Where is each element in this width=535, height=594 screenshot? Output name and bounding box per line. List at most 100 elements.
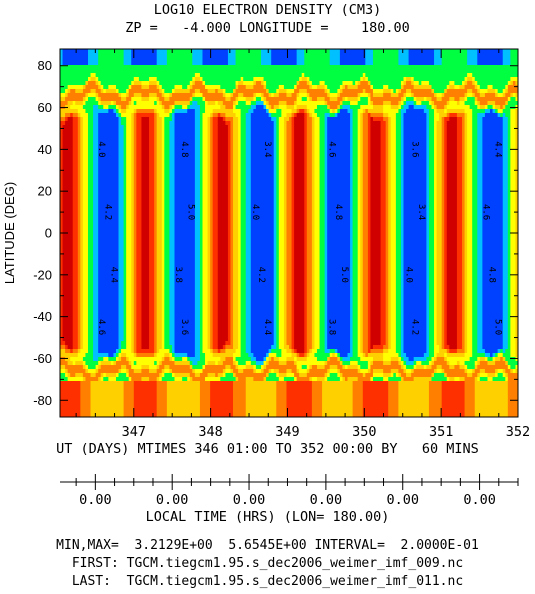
heatmap-cell xyxy=(202,241,209,246)
heatmap-cell xyxy=(416,101,422,106)
heatmap-cell xyxy=(309,113,313,118)
heatmap-cell xyxy=(352,253,359,258)
heatmap-cell xyxy=(456,101,461,106)
heatmap-cell xyxy=(324,249,328,254)
heatmap-cell xyxy=(250,141,275,146)
heatmap-cell xyxy=(141,141,150,146)
heatmap-cell xyxy=(324,277,328,282)
heatmap-cell xyxy=(296,105,308,110)
heatmap-cell xyxy=(464,121,468,126)
heatmap-cell xyxy=(362,109,366,114)
heatmap-cell xyxy=(510,201,517,206)
heatmap-cell xyxy=(319,145,326,150)
heatmap-cell xyxy=(400,193,405,198)
heatmap-cell xyxy=(278,241,285,246)
heatmap-cell xyxy=(156,93,163,98)
heatmap-cell xyxy=(238,121,242,126)
heatmap-cell xyxy=(324,209,328,214)
heatmap-cell xyxy=(161,209,165,214)
heatmap-cell xyxy=(441,117,445,122)
heatmap-cell xyxy=(462,117,466,122)
heatmap-cell xyxy=(482,241,504,246)
heatmap-cell xyxy=(444,293,448,298)
heatmap-cell xyxy=(472,185,478,190)
heatmap-cell xyxy=(60,285,64,290)
heatmap-cell xyxy=(423,109,430,114)
heatmap-cell xyxy=(324,169,328,174)
heatmap-cell xyxy=(123,197,127,202)
heatmap-cell xyxy=(390,225,397,230)
heatmap-cell xyxy=(93,273,99,278)
heatmap-cell xyxy=(390,289,397,294)
heatmap-cell xyxy=(227,137,232,142)
heatmap-cell xyxy=(464,157,468,162)
heatmap-cell xyxy=(291,281,295,286)
heatmap-cell xyxy=(319,221,326,226)
heatmap-cell xyxy=(217,237,229,242)
heatmap-cell xyxy=(154,185,158,190)
heatmap-cell xyxy=(434,237,438,242)
heatmap-cell xyxy=(510,237,517,242)
heatmap-cell xyxy=(350,205,354,210)
heatmap-cell xyxy=(426,157,430,162)
heatmap-cell xyxy=(446,265,458,270)
heatmap-cell xyxy=(169,209,176,214)
heatmap-cell xyxy=(434,49,443,54)
heatmap-cell xyxy=(212,209,219,214)
heatmap-cell xyxy=(82,261,89,266)
heatmap-cell xyxy=(421,101,430,106)
heatmap-cell xyxy=(95,81,99,86)
heatmap-cell xyxy=(126,109,135,114)
heatmap-cell xyxy=(441,297,445,302)
heatmap-cell xyxy=(278,197,285,202)
heatmap-cell xyxy=(324,125,328,130)
heatmap-cell xyxy=(278,313,285,318)
heatmap-cell xyxy=(60,217,64,222)
heatmap-cell xyxy=(324,241,328,246)
heatmap-cell xyxy=(250,249,275,254)
heatmap-cell xyxy=(149,245,155,250)
heatmap-cell xyxy=(77,253,81,258)
heatmap-cell xyxy=(507,125,511,130)
heatmap-cell xyxy=(273,149,277,154)
heatmap-cell xyxy=(240,253,247,258)
heatmap-cell xyxy=(294,305,305,310)
heatmap-cell xyxy=(271,117,277,122)
heatmap-cell xyxy=(400,237,405,242)
heatmap-cell xyxy=(510,297,517,302)
heatmap-cell xyxy=(222,89,226,94)
heatmap-cell xyxy=(436,285,443,290)
heatmap-cell xyxy=(240,209,247,214)
heatmap-cell xyxy=(161,253,165,258)
heatmap-cell xyxy=(82,177,89,182)
heatmap-cell xyxy=(403,85,415,90)
heatmap-cell xyxy=(291,257,295,262)
heatmap-cell xyxy=(472,309,478,314)
heatmap-cell xyxy=(212,289,219,294)
heatmap-cell xyxy=(240,77,244,82)
heatmap-cell xyxy=(352,317,359,322)
heatmap-cell xyxy=(467,193,473,198)
heatmap-cell xyxy=(467,181,473,186)
heatmap-cell xyxy=(87,169,94,174)
heatmap-cell xyxy=(456,117,463,122)
heatmap-cell xyxy=(426,261,430,266)
heatmap-cell xyxy=(82,217,89,222)
heatmap-cell xyxy=(240,165,247,170)
heatmap-cell xyxy=(367,241,372,246)
heatmap-cell xyxy=(362,177,369,182)
heatmap-cell xyxy=(149,249,155,254)
heatmap-cell xyxy=(154,137,158,142)
heatmap-cell xyxy=(194,313,201,318)
heatmap-cell xyxy=(428,121,435,126)
heatmap-cell xyxy=(360,309,364,314)
heatmap-cell xyxy=(428,137,435,142)
heatmap-cell xyxy=(273,193,277,198)
heatmap-cell xyxy=(169,229,176,234)
heatmap-cell xyxy=(441,265,445,270)
heatmap-cell xyxy=(472,113,478,118)
heatmap-cell xyxy=(515,169,518,174)
heatmap-cell xyxy=(477,273,483,278)
heatmap-cell xyxy=(446,85,450,90)
heatmap-cell xyxy=(395,225,402,230)
